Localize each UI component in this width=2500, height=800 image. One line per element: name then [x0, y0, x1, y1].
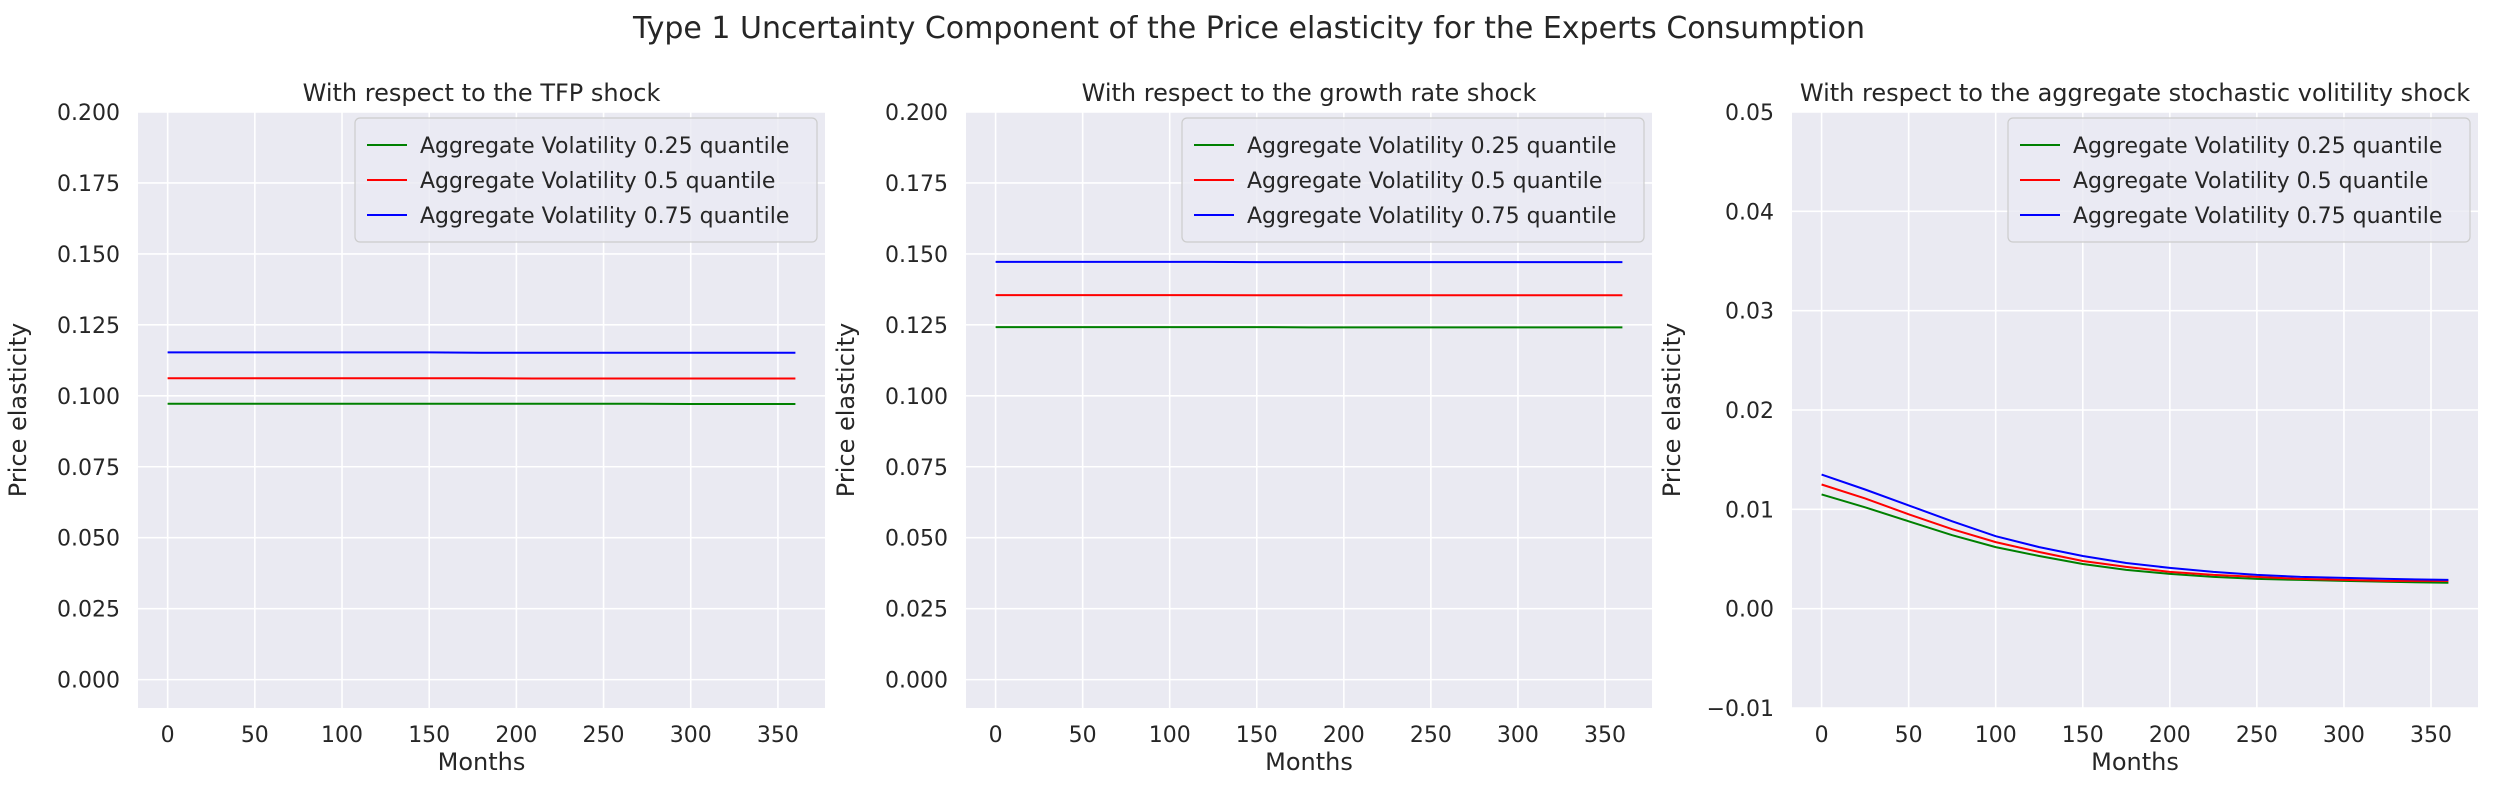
y-tick-label: 0.05 [1725, 101, 1774, 126]
legend-label: Aggregate Volatility 0.75 quantile [420, 204, 789, 229]
y-tick-label: 0.200 [57, 101, 120, 126]
subplot-2: 0 50 100 150 200 250 300 350 0.000 0.025 0.050 0.07… [832, 79, 1652, 776]
legend-label: Aggregate Volatility 0.25 quantile [2073, 134, 2442, 159]
y-tick-label: 0.01 [1725, 498, 1774, 523]
y-tick-label: 0.100 [57, 385, 120, 410]
y-tick-label: 0.125 [885, 314, 948, 339]
y-tick-label: 0.050 [57, 527, 120, 552]
x-tick-label: 150 [2062, 723, 2104, 748]
x-tick-label: 350 [757, 723, 799, 748]
x-axis-label: Months [438, 748, 526, 776]
y-axis-label: Price elasticity [4, 323, 32, 497]
legend-label: Aggregate Volatility 0.5 quantile [1247, 169, 1602, 194]
x-tick-label: 300 [2323, 723, 2365, 748]
x-tick-label: 0 [989, 723, 1003, 748]
x-tick-label: 100 [321, 723, 363, 748]
x-tick-label: 200 [2149, 723, 2191, 748]
y-tick-label: 0.125 [57, 314, 120, 339]
x-tick-label: 200 [495, 723, 537, 748]
subplot-1: 0 50 100 150 200 250 300 350 0.000 0.025 0.050 0.07… [4, 79, 825, 776]
x-axis-label: Months [1265, 748, 1353, 776]
y-axis-label: Price elasticity [1658, 323, 1686, 497]
series-line-2 [1821, 483, 2449, 582]
y-tick-label: 0.150 [885, 243, 948, 268]
x-tick-label: 250 [1410, 723, 1452, 748]
legend: Aggregate Volatility 0.25 quantile Aggreg… [2007, 117, 2471, 243]
legend-box [1181, 117, 1645, 243]
y-tick-label: 0.03 [1725, 300, 1774, 325]
series-line-3 [1821, 473, 2449, 581]
x-tick-label: 300 [1497, 723, 1539, 748]
legend-label: Aggregate Volatility 0.25 quantile [420, 134, 789, 159]
y-tick-label: 0.200 [885, 101, 948, 126]
y-tick-label: 0.025 [57, 598, 120, 623]
y-tick-label: 0.075 [57, 456, 120, 481]
legend-label: Aggregate Volatility 0.25 quantile [1247, 134, 1616, 159]
x-tick-label: 150 [408, 723, 450, 748]
x-tick-label: 50 [1069, 723, 1097, 748]
x-tick-label: 150 [1236, 723, 1278, 748]
y-tick-label: 0.100 [885, 385, 948, 410]
legend-label: Aggregate Volatility 0.5 quantile [420, 169, 775, 194]
subplot-3: 0 50 100 150 200 250 300 350 −0.01 0.00 0.01 0.02 0.… [1658, 79, 2478, 776]
x-tick-label: 50 [241, 723, 269, 748]
subplot-title: With respect to the TFP shock [303, 79, 661, 107]
x-tick-label: 100 [1975, 723, 2017, 748]
legend-label: Aggregate Volatility 0.75 quantile [1247, 204, 1616, 229]
y-tick-label: 0.025 [885, 598, 948, 623]
x-tick-label: 350 [1584, 723, 1626, 748]
legend-label: Aggregate Volatility 0.75 quantile [2073, 204, 2442, 229]
legend-label: Aggregate Volatility 0.5 quantile [2073, 169, 2428, 194]
subplot-title: With respect to the aggregate stochastic… [1800, 79, 2470, 107]
y-axis-label: Price elasticity [832, 323, 860, 497]
legend-box [354, 117, 818, 243]
x-tick-label: 250 [583, 723, 625, 748]
y-tick-label: 0.000 [885, 669, 948, 694]
x-tick-label: 200 [1323, 723, 1365, 748]
y-tick-label: 0.075 [885, 456, 948, 481]
legend: Aggregate Volatility 0.25 quantile Aggreg… [1181, 117, 1645, 243]
y-tick-label: 0.150 [57, 243, 120, 268]
legend-box [2007, 117, 2471, 243]
y-tick-label: 0.000 [57, 669, 120, 694]
x-axis-label: Months [2091, 748, 2179, 776]
subplots-container: 0 50 100 150 200 250 300 3500.0000.0250.0500.07… [4, 79, 2478, 776]
legend: Aggregate Volatility 0.25 quantile Aggreg… [354, 117, 818, 243]
y-tick-label: −0.01 [1707, 697, 1774, 722]
y-tick-label: 0.175 [57, 172, 120, 197]
x-tick-label: 100 [1149, 723, 1191, 748]
y-tick-label: 0.175 [885, 172, 948, 197]
y-tick-label: 0.04 [1725, 200, 1774, 225]
subplot-title: With respect to the growth rate shock [1082, 79, 1537, 107]
y-tick-label: 0.00 [1725, 598, 1774, 623]
x-tick-label: 0 [161, 723, 175, 748]
x-tick-label: 300 [670, 723, 712, 748]
x-tick-label: 50 [1895, 723, 1923, 748]
x-tick-label: 0 [1815, 723, 1829, 748]
y-tick-label: 0.02 [1725, 399, 1774, 424]
figure-title: Type 1 Uncertainty Component of the Pric… [632, 11, 1865, 46]
x-tick-label: 250 [2236, 723, 2278, 748]
y-tick-label: 0.050 [885, 527, 948, 552]
x-tick-label: 350 [2410, 723, 2452, 748]
